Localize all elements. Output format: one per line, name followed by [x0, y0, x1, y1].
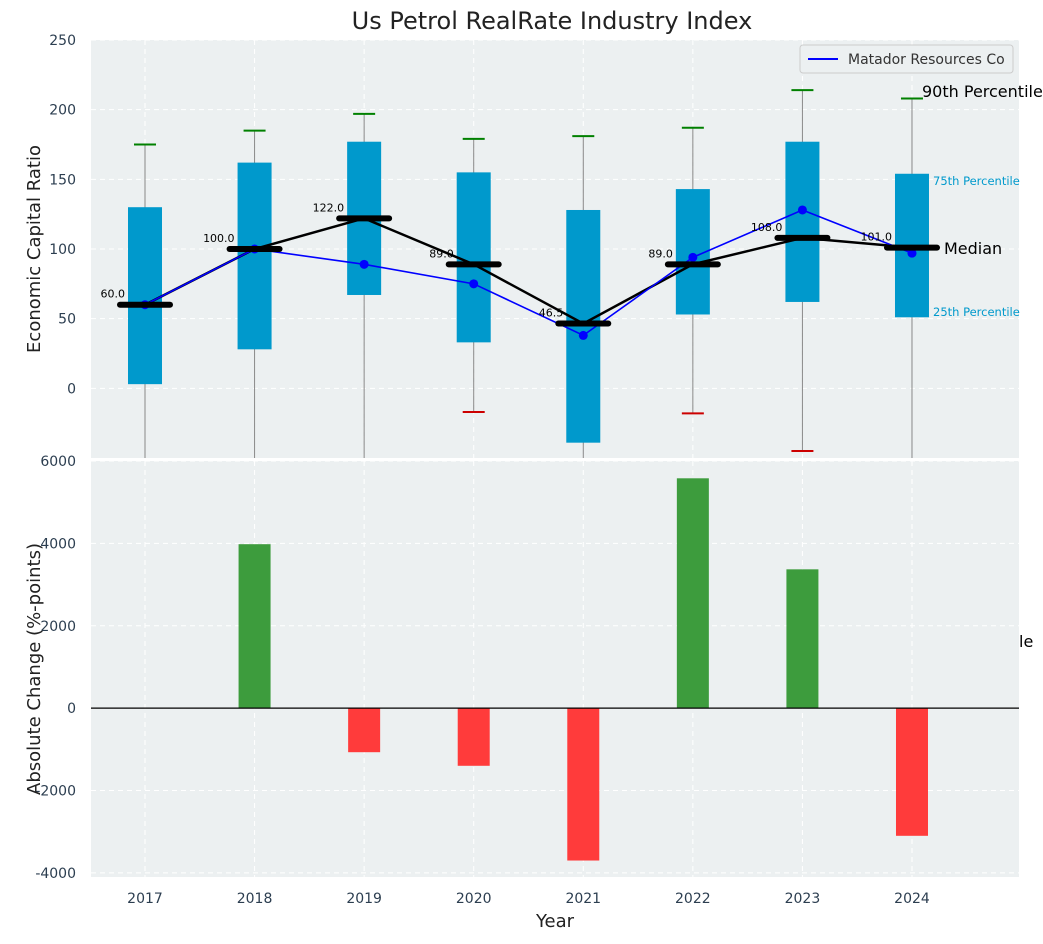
top-y-axis-label: Economic Capital Ratio — [24, 145, 45, 353]
y-tick-label: 50 — [58, 312, 76, 328]
y-tick-label: 100 — [49, 242, 76, 258]
y-tick-label: 250 — [49, 33, 76, 49]
median-label-2017: 60.0 — [101, 288, 126, 301]
company-point-2022 — [688, 252, 698, 262]
clipped-annotation: le — [1019, 632, 1033, 651]
company-point-2020 — [469, 279, 479, 289]
iqr-box-2023 — [785, 141, 820, 302]
x-tick-label: 2022 — [675, 891, 711, 907]
median-label-2018: 100.0 — [203, 232, 235, 245]
x-tick-label: 2017 — [127, 891, 163, 907]
x-tick-label: 2021 — [565, 891, 601, 907]
company-point-2023 — [797, 205, 807, 215]
company-point-2024 — [907, 248, 917, 258]
top-y-axis-ticks: 0 50 100 150 200 250 — [49, 33, 76, 397]
median-label-2022: 89.0 — [648, 247, 673, 260]
y-tick-label: 4000 — [40, 536, 76, 552]
annotation-median: Median — [944, 239, 1002, 258]
y-tick-label: 2000 — [40, 619, 76, 635]
company-point-2021 — [578, 330, 588, 340]
bar-2019 — [348, 708, 381, 753]
bar-plot-area — [91, 478, 1019, 861]
x-axis-ticks: 2017 2018 2019 2020 2021 2022 2023 2024 — [127, 891, 930, 907]
annotation-75th-percentile: 75th Percentile — [933, 174, 1020, 188]
bar-2018 — [238, 544, 271, 709]
chart-title: Us Petrol RealRate Industry Index — [352, 7, 753, 35]
x-tick-label: 2018 — [237, 891, 273, 907]
y-tick-label: 0 — [67, 701, 76, 717]
bottom-y-axis-label: Absolute Change (%-points) — [24, 543, 45, 795]
median-line — [144, 217, 913, 325]
y-tick-label: 200 — [49, 103, 76, 119]
bar-2021 — [567, 708, 600, 861]
bar-2020 — [457, 708, 490, 766]
y-tick-label: 0 — [67, 381, 76, 397]
bar-2024 — [895, 708, 928, 836]
median-label-2019: 122.0 — [313, 201, 345, 214]
x-tick-label: 2023 — [785, 891, 821, 907]
y-tick-label: 150 — [49, 172, 76, 188]
company-point-2019 — [359, 259, 369, 269]
median-label-2020: 89.0 — [429, 247, 454, 260]
y-tick-label: -4000 — [35, 866, 76, 882]
median-label-2024: 101.0 — [860, 231, 892, 244]
y-tick-label: -2000 — [35, 784, 76, 800]
bottom-panel-background — [91, 461, 1019, 877]
y-tick-label: 6000 — [40, 454, 76, 470]
bar-2022 — [676, 478, 709, 709]
legend: Matador Resources Co — [799, 44, 1014, 74]
x-tick-label: 2019 — [346, 891, 382, 907]
iqr-box-2017 — [128, 207, 162, 385]
legend-box — [799, 44, 1014, 74]
median-label-2021: 46.5 — [539, 307, 564, 320]
bar-2023 — [786, 569, 819, 709]
legend-label: Matador Resources Co — [848, 52, 1005, 68]
annotation-90th-percentile: 90th Percentile — [922, 82, 1043, 101]
x-tick-label: 2020 — [456, 891, 492, 907]
iqr-box-2020 — [456, 172, 491, 343]
x-tick-label: 2024 — [894, 891, 930, 907]
box-plot-area: 60.0 100.0 122.0 89.0 46.5 89.0 108.0 101.0 — [101, 89, 940, 458]
bottom-y-axis-ticks: -4000 -2000 0 2000 4000 6000 — [35, 454, 76, 882]
median-label-2023: 108.0 — [751, 221, 783, 234]
x-axis-label: Year — [535, 911, 575, 932]
annotation-25th-percentile: 25th Percentile — [933, 305, 1020, 319]
